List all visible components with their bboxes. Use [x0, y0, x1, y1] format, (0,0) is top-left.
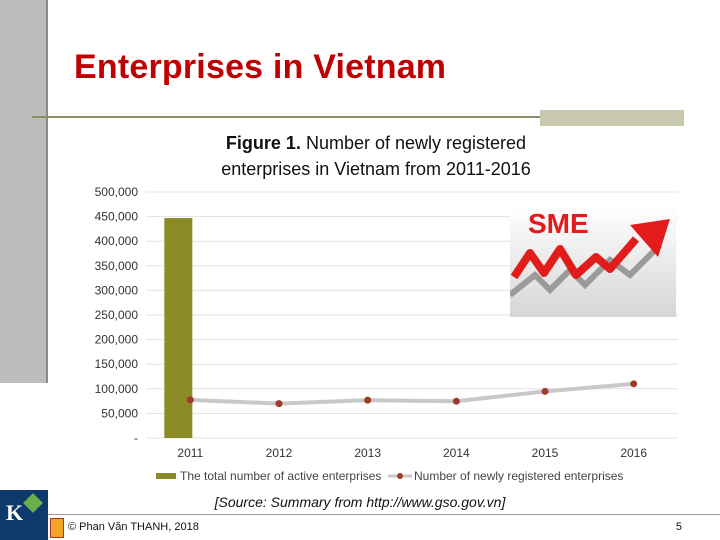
legend-symbols: The total number of active enterprises N… [156, 469, 623, 483]
y-tick-label: 200,000 [95, 333, 139, 347]
x-tick-label: 2016 [620, 446, 647, 460]
chart-legend: The total number of active enterprises N… [156, 468, 626, 484]
line-point-2016 [630, 380, 638, 388]
y-tick-label: 350,000 [95, 259, 139, 273]
k-logo-diamond [23, 493, 43, 513]
figure-caption-line2: enterprises in Vietnam from 2011-2016 [221, 159, 531, 179]
slide-title: Enterprises in Vietnam [74, 48, 447, 86]
figure-label: Figure 1. [225, 133, 301, 153]
figure-caption: Figure 1. Number of newly registered ent… [196, 130, 556, 182]
k-logo-letter: K [6, 500, 24, 525]
line-point-2013 [364, 396, 372, 404]
y-tick-label: 300,000 [95, 283, 139, 297]
legend-line-marker [397, 473, 403, 479]
line-point-2015 [541, 387, 549, 395]
line-point-2014 [452, 397, 460, 405]
line-point-2012 [275, 400, 283, 408]
page-number: 5 [675, 521, 682, 533]
y-tick-label: 450,000 [95, 210, 139, 224]
sme-growth-logo: SME [510, 205, 676, 317]
y-tick-label: 150,000 [95, 357, 139, 371]
sme-logo-text: SME [528, 208, 589, 239]
y-tick-label: 100,000 [95, 382, 139, 396]
university-logo [50, 518, 64, 538]
k-logo: K [0, 490, 48, 540]
y-tick-label: 50,000 [101, 406, 138, 420]
chart-y-ticks: 500,000 450,000 400,000 350,000 300,000 250,0… [95, 185, 139, 445]
y-tick-label: 400,000 [95, 234, 139, 248]
left-decorative-bar [0, 0, 48, 383]
x-tick-label: 2012 [266, 446, 293, 460]
copyright-text: © Phan Văn THANH, 2018 [68, 521, 199, 533]
bar-2011 [164, 218, 193, 438]
y-tick-label: - [134, 431, 138, 445]
line-point-2011 [186, 396, 194, 404]
chart-line [186, 380, 638, 408]
chart-bars [164, 218, 193, 438]
x-tick-label: 2011 [177, 446, 203, 460]
footer-divider [48, 514, 720, 515]
title-accent-bar [540, 110, 684, 126]
x-tick-label: 2015 [532, 446, 559, 460]
x-tick-label: 2014 [443, 446, 470, 460]
y-tick-label: 500,000 [95, 185, 139, 199]
newly-registered-line [190, 381, 634, 406]
title-underline [32, 116, 540, 118]
source-note: [Source: Summary from http://www.gso.gov… [214, 494, 506, 510]
legend-bar-swatch [156, 473, 176, 479]
chart-x-ticks: 2011 2012 2013 2014 2015 2016 [177, 446, 647, 460]
x-tick-label: 2013 [354, 446, 381, 460]
y-tick-label: 250,000 [95, 308, 139, 322]
figure-caption-line1: Number of newly registered [305, 133, 527, 153]
legend-series-1: The total number of active enterprises [180, 469, 381, 483]
legend-series-2: Number of newly registered enterprises [414, 469, 623, 483]
